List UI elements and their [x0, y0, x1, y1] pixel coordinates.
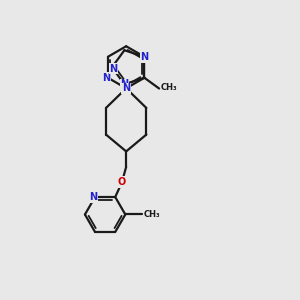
Text: CH₃: CH₃ [144, 210, 160, 219]
Text: N: N [140, 52, 148, 62]
Text: CH₃: CH₃ [161, 82, 178, 91]
Text: N: N [90, 192, 98, 202]
Text: N: N [103, 73, 111, 83]
Text: N: N [110, 64, 118, 74]
Text: N: N [122, 83, 130, 93]
Text: O: O [118, 177, 126, 187]
Text: N: N [120, 79, 128, 89]
